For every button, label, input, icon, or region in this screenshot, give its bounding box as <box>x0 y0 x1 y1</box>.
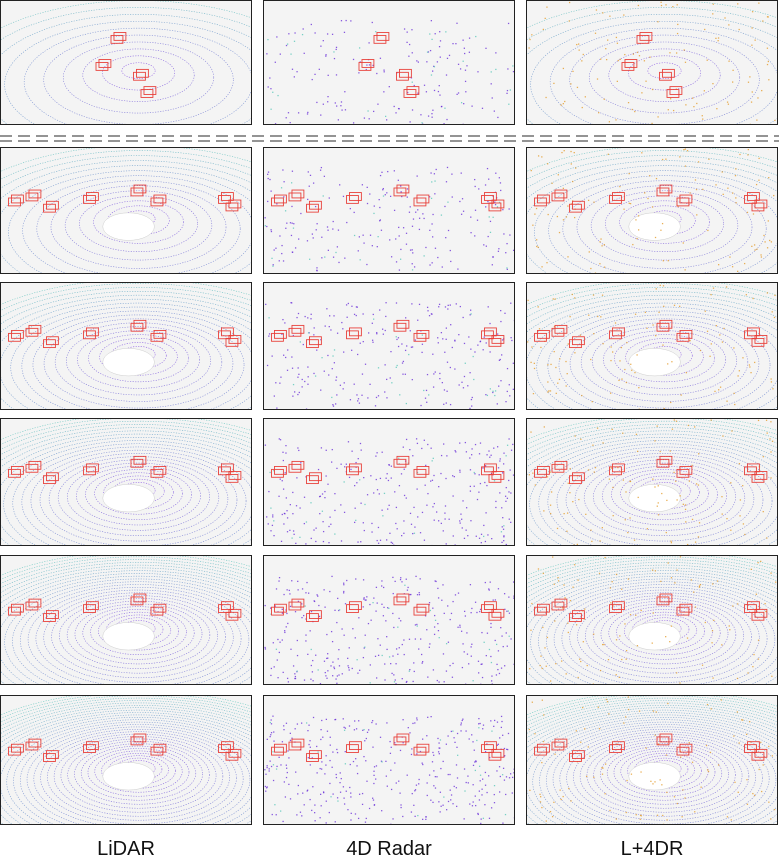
point-cloud-view <box>265 302 514 409</box>
radar-points-far <box>267 30 514 124</box>
detection-boxes <box>534 733 768 762</box>
lidar-point-cloud <box>1 556 251 684</box>
column-label-lidar: LiDAR <box>97 838 155 860</box>
panel-fusion-row-1 <box>526 0 778 125</box>
detection-boxes <box>8 319 242 349</box>
point-cloud-view <box>1 696 251 824</box>
lidar-point-cloud <box>527 148 777 273</box>
panel-lidar-row-2 <box>0 147 252 274</box>
radar-points <box>264 575 514 684</box>
panel-radar-row-6 <box>263 695 515 825</box>
radar-points-far <box>268 313 497 405</box>
lidar-point-cloud <box>527 1 777 124</box>
radar-points-far <box>269 444 509 539</box>
lidar-point-cloud <box>1 696 251 824</box>
detection-boxes <box>621 32 683 98</box>
point-cloud-view <box>527 1 777 124</box>
detection-boxes <box>534 319 768 349</box>
radar-points <box>266 19 514 124</box>
lidar-point-cloud <box>1 1 251 124</box>
radar-points-far <box>264 180 508 271</box>
panel-radar-row-5 <box>263 555 515 685</box>
radar-points <box>264 715 514 824</box>
detection-boxes <box>8 184 242 213</box>
radar-points <box>264 438 514 545</box>
panel-radar-row-4 <box>263 418 515 546</box>
panel-fusion-row-2 <box>526 147 778 274</box>
radar-fused-points <box>530 148 775 273</box>
radar-points <box>264 166 514 272</box>
point-cloud-view <box>1 419 251 545</box>
point-cloud-view <box>1 283 251 409</box>
radar-fused-points <box>529 556 777 684</box>
point-cloud-view <box>527 556 777 684</box>
detection-boxes <box>8 455 242 485</box>
radar-fused-points <box>527 284 776 409</box>
panel-radar-row-2 <box>263 147 515 274</box>
detection-boxes <box>8 593 242 622</box>
column-label-fusion: L+4DR <box>620 838 684 860</box>
lidar-point-cloud <box>1 148 251 273</box>
point-cloud-view <box>1 1 251 124</box>
point-cloud-view <box>527 283 777 409</box>
point-cloud-view <box>527 419 777 545</box>
detection-boxes <box>95 32 157 98</box>
radar-fused-points <box>528 1 776 124</box>
lidar-point-cloud <box>527 419 777 545</box>
point-cloud-view <box>264 575 514 684</box>
panel-lidar-row-1 <box>0 0 252 125</box>
point-cloud-view <box>1 556 251 684</box>
panel-lidar-row-6 <box>0 695 252 825</box>
panel-fusion-row-3 <box>526 282 778 410</box>
detection-boxes <box>534 593 768 622</box>
detection-boxes <box>534 455 768 485</box>
point-cloud-view <box>264 166 514 272</box>
row-separator <box>0 130 779 142</box>
radar-fused-points <box>528 419 777 545</box>
point-cloud-view <box>266 19 514 124</box>
point-cloud-view <box>264 438 514 545</box>
detection-boxes <box>271 593 505 622</box>
panel-lidar-row-4 <box>0 418 252 546</box>
radar-fused-points <box>528 696 776 824</box>
lidar-point-cloud <box>527 556 777 684</box>
lidar-point-cloud <box>1 419 251 545</box>
detection-boxes <box>534 184 768 213</box>
lidar-point-cloud <box>527 696 777 824</box>
panel-fusion-row-5 <box>526 555 778 685</box>
detection-boxes <box>271 733 505 762</box>
panel-lidar-row-3 <box>0 282 252 410</box>
point-cloud-view <box>527 696 777 824</box>
lidar-point-cloud <box>1 283 251 409</box>
detection-boxes <box>271 455 505 485</box>
panel-lidar-row-5 <box>0 555 252 685</box>
panel-fusion-row-6 <box>526 695 778 825</box>
point-cloud-view <box>527 148 777 273</box>
detection-boxes <box>271 184 505 213</box>
radar-points-far <box>270 584 510 684</box>
panel-fusion-row-4 <box>526 418 778 546</box>
radar-points <box>265 302 514 409</box>
radar-points-far <box>269 721 507 819</box>
column-label-radar: 4D Radar <box>346 838 432 860</box>
detection-boxes <box>271 319 505 349</box>
panel-radar-row-3 <box>263 282 515 410</box>
detection-boxes <box>8 733 242 762</box>
detection-boxes <box>358 32 420 98</box>
point-cloud-view <box>264 715 514 824</box>
panel-radar-row-1 <box>263 0 515 125</box>
lidar-point-cloud <box>527 283 777 409</box>
point-cloud-view <box>1 148 251 273</box>
